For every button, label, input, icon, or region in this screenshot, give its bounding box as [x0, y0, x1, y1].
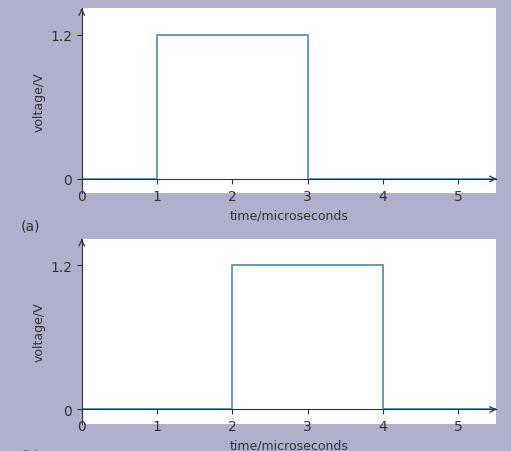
X-axis label: time/microseconds: time/microseconds	[229, 209, 348, 222]
X-axis label: time/microseconds: time/microseconds	[229, 439, 348, 451]
Y-axis label: voltage/V: voltage/V	[33, 302, 46, 361]
Text: (a): (a)	[20, 219, 40, 233]
Text: (b): (b)	[20, 449, 40, 451]
Y-axis label: voltage/V: voltage/V	[33, 72, 46, 131]
